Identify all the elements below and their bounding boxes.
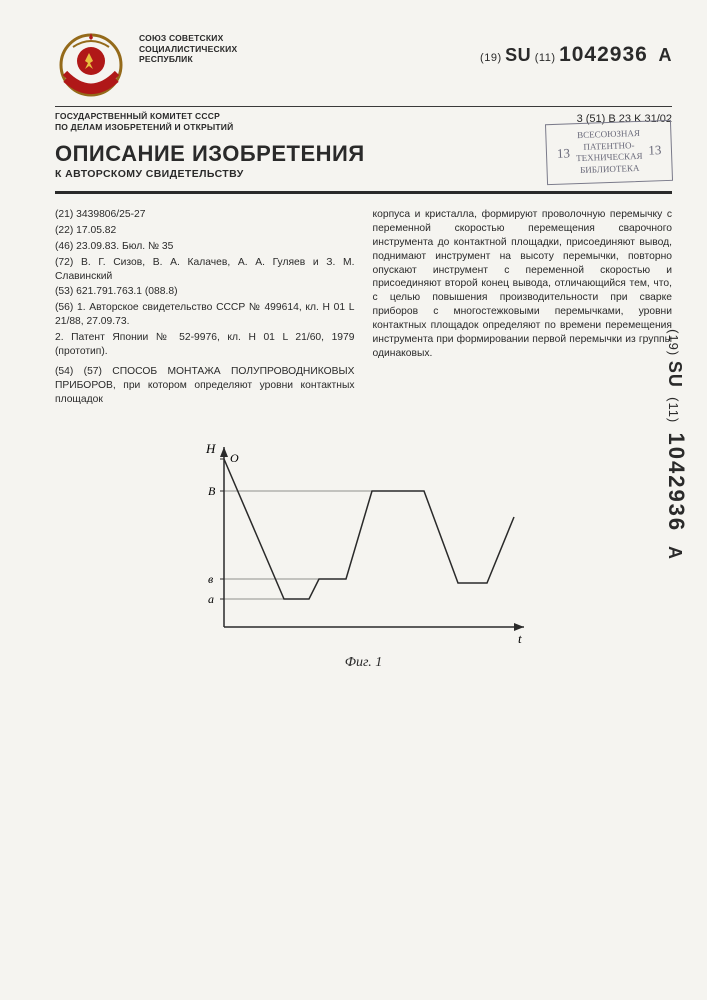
- stamp-num-right: 13: [648, 142, 662, 159]
- title-block: ОПИСАНИЕ ИЗОБРЕТЕНИЯ К АВТОРСКОМУ СВИДЕТ…: [55, 142, 672, 183]
- document-subtitle: К АВТОРСКОМУ СВИДЕТЕЛЬСТВУ: [55, 168, 365, 180]
- thick-divider: [55, 191, 672, 194]
- field-46: (46) 23.09.83. Бюл. № 35: [55, 240, 355, 254]
- abstract-continuation: корпуса и кристалла, формируют проволочн…: [373, 208, 673, 361]
- divider: [55, 106, 672, 107]
- field-21: (21) 3439806/25-27: [55, 208, 355, 222]
- kind-code: A: [659, 45, 673, 65]
- committee-name: ГОСУДАРСТВЕННЫЙ КОМИТЕТ СССР ПО ДЕЛАМ ИЗ…: [55, 111, 233, 132]
- spine-label: (19) SU (11) 1042936 A: [663, 329, 689, 560]
- right-column: корпуса и кристалла, формируют проволочн…: [373, 208, 673, 409]
- union-name: СОЮЗ СОВЕТСКИХ СОЦИАЛИСТИЧЕСКИХ РЕСПУБЛИ…: [139, 25, 468, 65]
- document-title: ОПИСАНИЕ ИЗОБРЕТЕНИЯ: [55, 142, 365, 165]
- library-stamp: ВСЕСОЮЗНАЯ 13 ПАТЕНТНО- ТЕХНИЧЕСКАЯ 13 Б…: [545, 120, 673, 185]
- svg-text:t: t: [518, 631, 522, 646]
- field-53: (53) 621.791.763.1 (088.8): [55, 285, 355, 299]
- field-72: (72) В. Г. Сизов, В. А. Калачев, А. А. Г…: [55, 256, 355, 284]
- field-56b: 2. Патент Японии № 52-9976, кл. H 01 L 2…: [55, 331, 355, 359]
- svg-text:H: H: [205, 441, 216, 456]
- figure-caption: Фиг. 1: [55, 655, 672, 671]
- country-code: SU: [505, 45, 531, 65]
- spine-num: 1042936: [664, 433, 689, 533]
- svg-text:в: в: [208, 572, 213, 586]
- state-emblem-icon: [55, 25, 127, 100]
- stamp-num-left: 13: [556, 146, 570, 163]
- field-56a: (56) 1. Авторское свидетельство СССР № 4…: [55, 301, 355, 329]
- doc-code-prefix: (11): [535, 52, 556, 64]
- body-columns: (21) 3439806/25-27 (22) 17.05.82 (46) 23…: [55, 208, 672, 409]
- svg-text:O: O: [230, 451, 239, 465]
- stamp-line: БИБЛИОТЕКА: [557, 162, 662, 177]
- doc-number: 1042936: [559, 43, 648, 66]
- figure-1: HO Вва t: [55, 427, 672, 653]
- spine-midprefix: (11): [666, 397, 681, 423]
- field-54-57: (54) (57) СПОСОБ МОНТАЖА ПОЛУПРОВОДНИКОВ…: [55, 365, 355, 407]
- spine-cc: SU: [665, 361, 685, 388]
- chart-svg: HO Вва t: [174, 427, 554, 653]
- spine-kind: A: [665, 546, 685, 560]
- field-22: (22) 17.05.82: [55, 224, 355, 238]
- svg-text:а: а: [208, 592, 214, 606]
- header-row: СОЮЗ СОВЕТСКИХ СОЦИАЛИСТИЧЕСКИХ РЕСПУБЛИ…: [55, 25, 672, 100]
- svg-text:В: В: [208, 484, 216, 498]
- publication-codes: (19) SU (11) 1042936 A: [480, 25, 672, 67]
- left-column: (21) 3439806/25-27 (22) 17.05.82 (46) 23…: [55, 208, 355, 409]
- spine-prefix: (19): [666, 329, 681, 356]
- country-code-prefix: (19): [480, 52, 502, 64]
